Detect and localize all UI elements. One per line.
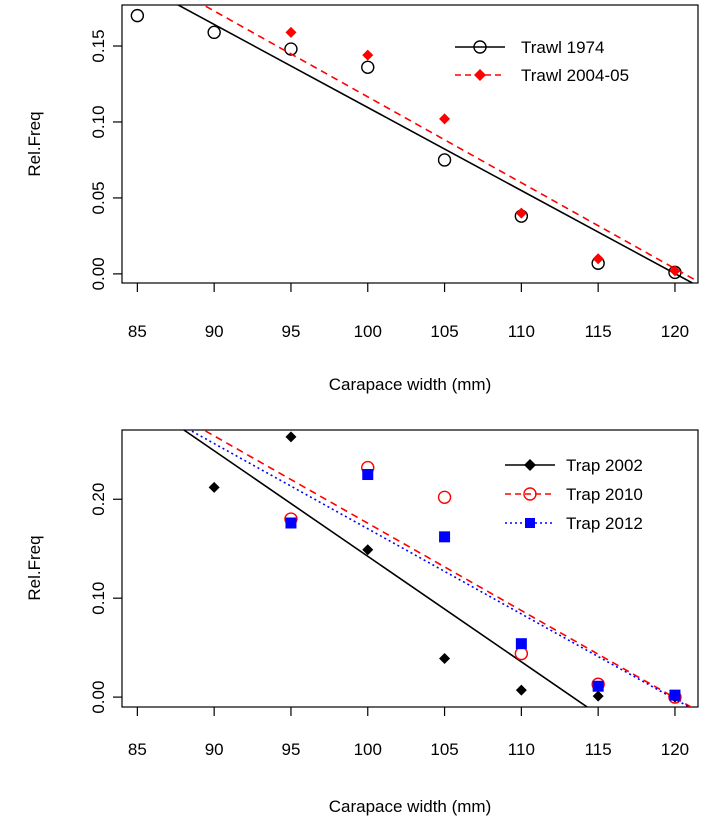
fit-line-trap-2012 bbox=[188, 430, 691, 707]
fit-line-trap-2010 bbox=[202, 430, 693, 707]
point-trawl-2004-05-120 bbox=[669, 265, 681, 277]
point-trap-2002-105 bbox=[439, 653, 451, 665]
x-tick-label-trap-95: 95 bbox=[281, 740, 300, 759]
legend-label-trawl-1974: Trawl 1974 bbox=[521, 38, 604, 57]
point-trap-2002-95 bbox=[285, 431, 297, 443]
point-trap-2002-115 bbox=[592, 690, 604, 702]
legend-marker-trawl-1974 bbox=[473, 40, 487, 54]
x-tick-label-trap-100: 100 bbox=[354, 740, 382, 759]
point-trap-2010-110 bbox=[514, 646, 529, 661]
legend-marker-trap-2012 bbox=[525, 518, 535, 528]
point-trap-2012-95 bbox=[285, 517, 297, 529]
plot-area-trap bbox=[182, 430, 693, 707]
point-trap-2012-110 bbox=[515, 638, 527, 650]
fit-line-trawl-1974 bbox=[176, 5, 695, 283]
x-tick-label-trawl-100: 100 bbox=[354, 322, 382, 341]
y-axis-trawl: 0.00 0.05 0.10 0.15 bbox=[89, 29, 122, 290]
x-axis-trap: 85 90 95 100 105 110 115 120 bbox=[128, 707, 689, 759]
point-trawl-2004-05-115 bbox=[592, 253, 604, 265]
point-trap-2012-115 bbox=[592, 680, 604, 692]
panel-trawl: 85 90 95 100 105 110 115 120 0.00 0.05 0.10 0.15 R… bbox=[25, 4, 699, 394]
x-tick-label-trap-110: 110 bbox=[508, 740, 535, 759]
point-trawl-1974-100 bbox=[361, 60, 375, 74]
y-tick-label-trawl-0: 0.00 bbox=[89, 257, 108, 290]
fit-line-trap-2002 bbox=[182, 430, 589, 707]
x-tick-label-trawl-85: 85 bbox=[128, 322, 147, 341]
panel-trap: 85 90 95 100 105 110 115 120 0.00 0.10 0.20 Rel.F… bbox=[25, 429, 699, 816]
x-tick-label-trap-105: 105 bbox=[430, 740, 458, 759]
x-tick-label-trawl-90: 90 bbox=[205, 322, 224, 341]
y-axis-label-trawl: Rel.Freq bbox=[25, 111, 44, 176]
point-trap-2002-90 bbox=[208, 481, 220, 493]
x-tick-label-trawl-95: 95 bbox=[281, 322, 300, 341]
x-tick-label-trawl-105: 105 bbox=[430, 322, 458, 341]
legend-trap: Trap 2002 Trap 2010 Trap 2012 bbox=[505, 456, 643, 533]
y-tick-label-trap-1: 0.10 bbox=[89, 582, 108, 615]
point-trap-2012-105 bbox=[439, 531, 451, 543]
legend-label-trawl-2004-05: Trawl 2004-05 bbox=[521, 66, 629, 85]
legend-trawl: Trawl 1974 Trawl 2004-05 bbox=[455, 38, 629, 85]
point-trawl-2004-05-110 bbox=[515, 207, 527, 219]
point-trawl-1974-105 bbox=[437, 153, 452, 167]
point-trap-2002-100 bbox=[362, 544, 374, 556]
plot-area-trawl bbox=[130, 5, 698, 283]
x-tick-label-trap-90: 90 bbox=[205, 740, 224, 759]
legend-label-trap-2012: Trap 2012 bbox=[566, 514, 643, 533]
point-trawl-1974-95 bbox=[284, 42, 298, 56]
x-tick-label-trap-120: 120 bbox=[661, 740, 689, 759]
x-tick-label-trawl-120: 120 bbox=[661, 322, 689, 341]
y-tick-label-trawl-2: 0.10 bbox=[89, 105, 108, 138]
point-trawl-1974-90 bbox=[207, 25, 221, 40]
x-tick-label-trawl-115: 115 bbox=[585, 322, 612, 341]
y-tick-label-trap-2: 0.20 bbox=[89, 483, 108, 516]
point-trawl-2004-05-100 bbox=[362, 49, 374, 61]
point-trap-2012-100 bbox=[362, 469, 374, 481]
point-trawl-2004-05-95 bbox=[285, 26, 297, 38]
legend-marker-trap-2010 bbox=[523, 487, 537, 501]
point-trap-2012-120 bbox=[669, 689, 681, 701]
plot-frame-trap bbox=[121, 429, 699, 708]
x-tick-label-trap-85: 85 bbox=[128, 740, 147, 759]
y-axis-trap: 0.00 0.10 0.20 bbox=[89, 483, 122, 714]
y-axis-label-trap: Rel.Freq bbox=[25, 535, 44, 600]
legend-label-trap-2002: Trap 2002 bbox=[566, 456, 643, 475]
x-axis-label-trap: Carapace width (mm) bbox=[329, 797, 492, 816]
x-axis-label-trawl: Carapace width (mm) bbox=[329, 375, 492, 394]
y-tick-label-trap-0: 0.00 bbox=[89, 681, 108, 714]
y-tick-label-trawl-3: 0.15 bbox=[89, 29, 108, 62]
point-trap-2002-110 bbox=[515, 684, 527, 696]
legend-label-trap-2010: Trap 2010 bbox=[566, 485, 643, 504]
y-tick-label-trawl-1: 0.05 bbox=[89, 181, 108, 214]
point-trap-2010-105 bbox=[437, 490, 452, 504]
point-trawl-1974-85 bbox=[130, 8, 145, 23]
plot-frame-trawl bbox=[121, 4, 699, 284]
point-trawl-2004-05-105 bbox=[439, 113, 451, 125]
x-axis-trawl: 85 90 95 100 105 110 115 120 bbox=[128, 283, 689, 341]
fit-line-trawl-2004-05 bbox=[201, 5, 698, 283]
legend-marker-trawl-2004-05 bbox=[474, 69, 486, 81]
legend-marker-trap-2002 bbox=[524, 459, 536, 471]
x-tick-label-trawl-110: 110 bbox=[508, 322, 535, 341]
x-tick-label-trap-115: 115 bbox=[585, 740, 612, 759]
